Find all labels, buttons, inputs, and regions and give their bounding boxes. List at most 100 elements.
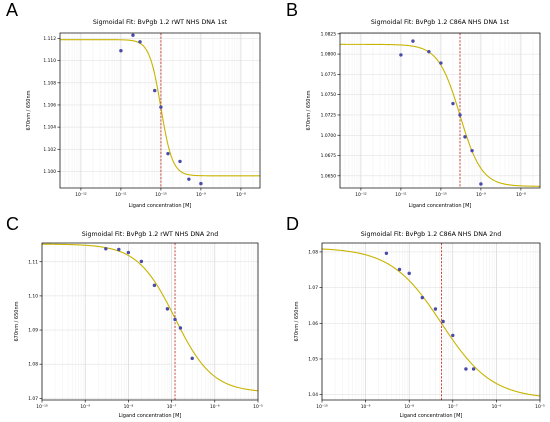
x-tick-label: 10⁻¹⁰ bbox=[316, 404, 328, 410]
y-axis-label: 670nm / 650nm bbox=[26, 90, 32, 130]
fit-curve bbox=[42, 243, 259, 392]
x-tick-label: 10⁻⁶ bbox=[492, 404, 502, 410]
chart-title: Sigmoidal Fit: BvPgb 1.2 C86A NHS DNA 2n… bbox=[361, 231, 501, 238]
chart-panel-a: A Sigmoidal Fit: BvPgb 1.2 rWT NHS DNA 1s… bbox=[6, 0, 261, 209]
grid bbox=[321, 243, 541, 400]
x-tick-label: 10⁻⁹ bbox=[476, 192, 486, 198]
x-axis-label: Ligand concentration [M] bbox=[129, 203, 192, 209]
x-tick-label: 10⁻¹¹ bbox=[395, 192, 407, 198]
grid bbox=[59, 33, 261, 188]
x-axis-label: Ligand concentration [M] bbox=[409, 203, 472, 209]
y-tick-label: 1.07 bbox=[28, 396, 38, 402]
x-tick-label: 10⁻¹² bbox=[355, 192, 367, 198]
fit-curve bbox=[340, 43, 541, 187]
chart-panel-b: B Sigmoidal Fit: BvPgb 1.2 C86A NHS DNA 1… bbox=[286, 0, 541, 209]
y-tick-label: 1.0775 bbox=[321, 72, 337, 78]
x-tick-label: 10⁻⁵ bbox=[253, 404, 263, 410]
y-tick-label: 1.108 bbox=[43, 80, 56, 86]
chart-panel-c: C Sigmoidal Fit: BvPgb 1.2 rWT NHS DNA 2n… bbox=[6, 214, 263, 419]
data-point bbox=[463, 135, 467, 139]
x-tick-label: 10⁻¹² bbox=[75, 192, 87, 198]
panel-letter: A bbox=[6, 0, 18, 20]
data-point bbox=[397, 267, 402, 272]
y-tick-label: 1.0800 bbox=[321, 52, 337, 58]
data-point bbox=[441, 319, 445, 324]
x-tick-label: 10⁻⁷ bbox=[448, 404, 458, 410]
y-tick-label: 1.0750 bbox=[321, 92, 337, 98]
data-point bbox=[451, 101, 455, 106]
data-point bbox=[190, 356, 194, 361]
y-tick-label: 1.05 bbox=[308, 356, 318, 362]
data-point bbox=[470, 148, 474, 153]
x-axis-label: Ligand concentration [M] bbox=[119, 413, 182, 419]
axes-frame bbox=[59, 32, 261, 189]
chart-title: Sigmoidal Fit: BvPgb 1.2 rWT NHS DNA 2nd bbox=[82, 231, 218, 238]
x-tick-label: 10⁻⁷ bbox=[167, 404, 177, 410]
x-axis-label: Ligand concentration [M] bbox=[400, 413, 463, 419]
y-tick-label: 1.09 bbox=[28, 328, 38, 334]
y-tick-label: 1.06 bbox=[308, 321, 318, 327]
y-axis-label: 670nm / 650nm bbox=[14, 301, 20, 341]
data-point bbox=[433, 307, 438, 311]
data-point bbox=[199, 181, 203, 186]
data-point bbox=[138, 40, 142, 44]
fit-curve bbox=[321, 248, 541, 397]
x-tick-label: 10⁻⁸ bbox=[516, 192, 526, 198]
x-tick-label: 10⁻¹⁰ bbox=[435, 192, 447, 198]
data-point bbox=[439, 61, 443, 65]
y-tick-label: 1.07 bbox=[308, 285, 318, 291]
data-point bbox=[384, 251, 389, 256]
data-point bbox=[479, 182, 483, 186]
data-point bbox=[178, 326, 183, 330]
data-point bbox=[187, 177, 191, 181]
fit-curve bbox=[60, 39, 260, 177]
data-point bbox=[126, 250, 131, 255]
data-point bbox=[411, 39, 415, 43]
y-tick-label: 1.110 bbox=[43, 58, 56, 64]
y-tick-label: 1.104 bbox=[43, 125, 56, 131]
y-tick-label: 1.11 bbox=[28, 259, 38, 265]
x-tick-label: 10⁻⁹ bbox=[196, 192, 206, 198]
data-point bbox=[427, 49, 431, 54]
chart-title: Sigmoidal Fit: BvPgb 1.2 C86A NHS DNA 1s… bbox=[371, 19, 510, 26]
y-axis-label: 670nm / 650nm bbox=[294, 301, 300, 341]
data-point bbox=[152, 283, 157, 288]
x-tick-label: 10⁻⁸ bbox=[236, 192, 246, 198]
x-tick-label: 10⁻¹⁰ bbox=[36, 404, 48, 410]
grid bbox=[339, 33, 541, 188]
panel-letter: B bbox=[286, 0, 298, 20]
y-tick-label: 1.0725 bbox=[321, 112, 337, 118]
x-tick-label: 10⁻⁸ bbox=[124, 404, 134, 410]
data-point bbox=[165, 307, 170, 311]
panel-letter: C bbox=[6, 214, 19, 234]
data-point bbox=[117, 247, 121, 252]
x-tick-label: 10⁻⁶ bbox=[210, 404, 220, 410]
data-point bbox=[464, 367, 468, 371]
y-tick-label: 1.08 bbox=[308, 249, 318, 255]
x-tick-label: 10⁻¹⁰ bbox=[155, 192, 167, 198]
x-tick-label: 10⁻⁸ bbox=[404, 404, 414, 410]
data-point bbox=[153, 88, 157, 93]
chart-title: Sigmoidal Fit: BvPgb 1.2 rWT NHS DNA 1st bbox=[93, 19, 228, 26]
data-point bbox=[139, 259, 144, 264]
grid bbox=[41, 243, 259, 400]
data-point bbox=[119, 49, 123, 53]
data-point bbox=[159, 105, 163, 109]
data-point bbox=[399, 53, 403, 57]
y-tick-label: 1.0650 bbox=[321, 173, 337, 179]
panel-letter: D bbox=[286, 214, 299, 234]
y-tick-label: 1.100 bbox=[43, 169, 56, 175]
axes-frame bbox=[41, 242, 259, 401]
y-tick-label: 1.0825 bbox=[321, 31, 337, 37]
y-axis-label: 670nm / 650nm bbox=[306, 90, 312, 130]
data-point bbox=[131, 33, 135, 37]
axes-frame bbox=[339, 32, 541, 189]
data-point bbox=[458, 113, 462, 117]
data-point bbox=[166, 151, 170, 156]
x-tick-label: 10⁻⁹ bbox=[80, 404, 90, 410]
data-point bbox=[173, 317, 177, 322]
data-point bbox=[420, 295, 425, 300]
data-point bbox=[407, 271, 411, 276]
x-tick-label: 10⁻⁹ bbox=[361, 404, 371, 410]
